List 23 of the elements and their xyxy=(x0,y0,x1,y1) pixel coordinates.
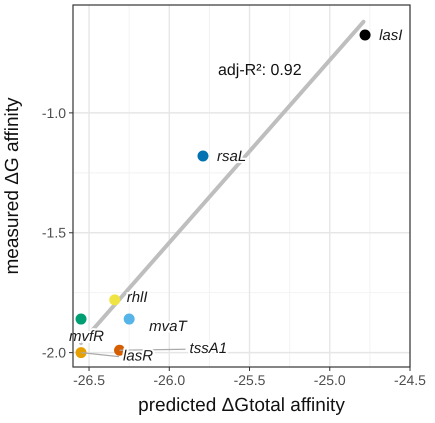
text: lasR xyxy=(123,348,154,365)
y-tick-label: -1.5 xyxy=(42,224,66,241)
annotation: adj-R²: 0.92 xyxy=(218,62,302,79)
series-label: mvaT xyxy=(149,318,189,336)
point xyxy=(109,294,120,306)
series-label: rsaL xyxy=(216,148,246,166)
y-tick-label: -2.0 xyxy=(42,344,66,361)
point xyxy=(76,347,87,358)
x-tick-label: -24.5 xyxy=(394,372,426,388)
x-tick-label: -26.5 xyxy=(73,372,106,388)
x-tick-label: -25.5 xyxy=(234,372,266,388)
x-tick-label: -26.0 xyxy=(153,372,186,388)
y-axis-title: measured ΔG affinity xyxy=(2,96,23,275)
point xyxy=(360,29,371,40)
point xyxy=(197,150,208,162)
series-label: lasI xyxy=(379,26,402,44)
x-axis-title: predicted ΔGtotal affinity xyxy=(138,395,346,416)
point xyxy=(124,314,135,325)
series-label: rhlI xyxy=(126,288,148,306)
y-tick-label: -1.0 xyxy=(42,104,66,121)
x-tick-label: -25.0 xyxy=(314,372,346,388)
text: tssA1 xyxy=(190,340,228,358)
point xyxy=(76,314,87,325)
